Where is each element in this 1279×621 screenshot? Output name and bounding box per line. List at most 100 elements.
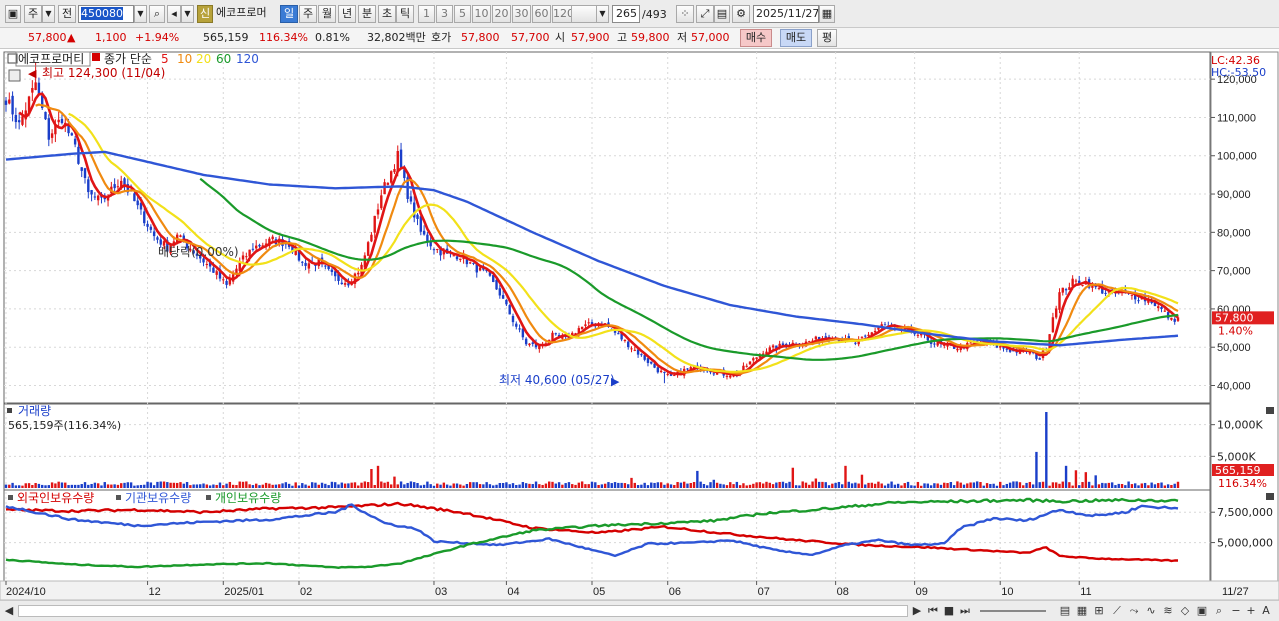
zoom-in-icon[interactable]: + — [1246, 604, 1256, 617]
volume-bar — [643, 482, 646, 488]
trend-tool-icon[interactable]: ⤳ — [1129, 604, 1139, 617]
interval-button-10[interactable]: 10 — [472, 5, 491, 23]
volume-bar — [44, 485, 47, 488]
line-tool-icon[interactable]: ⟋ — [1113, 604, 1121, 617]
camera-icon[interactable]: ▣ — [1196, 604, 1208, 617]
buy-button[interactable]: 매수 — [740, 29, 772, 47]
scroll-track[interactable] — [18, 605, 908, 617]
save-icon[interactable]: ▤ — [714, 5, 730, 23]
interval-button-5[interactable]: 5 — [454, 5, 471, 23]
volume-bar — [587, 484, 590, 488]
zoom-slider[interactable] — [980, 610, 1046, 612]
scroll-right-icon[interactable]: ▶ — [912, 604, 922, 617]
interval-dropdown-icon[interactable]: ▼ — [596, 5, 609, 23]
chart-settings-icon[interactable]: ▣ — [5, 5, 21, 23]
ma-period-10: 10 — [177, 52, 192, 66]
holding-line-0 — [5, 501, 1178, 563]
speaker-icon[interactable]: ◂ — [167, 5, 181, 23]
interval-button-3[interactable]: 3 — [436, 5, 453, 23]
candle-body — [1130, 294, 1134, 296]
volume-bar — [475, 482, 478, 488]
zoom-out-icon[interactable]: − — [1231, 604, 1241, 617]
credit-badge[interactable]: 신 — [197, 5, 213, 23]
volume-value: 565,159 — [203, 31, 249, 44]
draw-tool-icon[interactable]: ⤢ — [696, 5, 714, 23]
volume-bar — [883, 485, 887, 488]
sell-button[interactable]: 매도 — [780, 29, 812, 47]
volume-bar — [1160, 482, 1163, 488]
layout-icon[interactable]: ▤ — [1059, 604, 1071, 617]
period-tab-6[interactable]: 틱 — [396, 5, 414, 23]
volume-bar — [225, 483, 228, 488]
volume-bar — [765, 481, 768, 488]
grid-icon[interactable]: ▦ — [1076, 604, 1088, 617]
count-input[interactable]: 265 — [612, 5, 640, 23]
volume-bar — [903, 483, 906, 488]
volume-bar — [979, 482, 982, 488]
volume-bar — [248, 484, 251, 488]
wave-tool-icon[interactable]: ∿ — [1146, 604, 1156, 617]
candle-body — [1071, 278, 1074, 286]
volume-bar — [831, 483, 834, 488]
high-price: 59,800 — [631, 31, 670, 44]
candle-body — [152, 231, 156, 237]
period-tab-0[interactable]: 일 — [280, 5, 298, 23]
shape-tool-icon[interactable]: ◇ — [1180, 604, 1190, 617]
fib-tool-icon[interactable]: ≋ — [1163, 604, 1173, 617]
candle-body — [1064, 289, 1068, 291]
interval-button-20[interactable]: 20 — [492, 5, 511, 23]
candle-body — [580, 326, 584, 330]
candle-body — [1002, 347, 1005, 349]
scroll-left-icon[interactable]: ◀ — [4, 604, 14, 617]
speaker-dropdown-icon[interactable]: ▼ — [181, 5, 194, 23]
interval-button-1[interactable]: 1 — [418, 5, 435, 23]
period-tab-1[interactable]: 주 — [299, 5, 317, 23]
volume-bar — [4, 484, 8, 488]
period-dropdown-icon[interactable]: ▼ — [42, 5, 55, 23]
volume-bar — [630, 477, 633, 488]
interval-button-60[interactable]: 60 — [532, 5, 551, 23]
last-page-icon[interactable]: ⏭ — [960, 604, 970, 617]
code-dropdown-icon[interactable]: ▼ — [134, 5, 147, 23]
x-tick-label: 11 — [1080, 586, 1091, 598]
period-tab-2[interactable]: 월 — [318, 5, 336, 23]
trade-amount: 32,802백만 — [367, 31, 426, 44]
candle-body — [353, 273, 357, 284]
volume-bar — [896, 483, 900, 488]
zoom-icon[interactable]: ⁘ — [676, 5, 694, 23]
candle-body — [656, 367, 660, 373]
font-size-icon[interactable]: A — [1262, 604, 1270, 617]
first-page-icon[interactable]: ⏮ — [928, 604, 938, 617]
date-input[interactable]: 2025/11/27 — [753, 5, 819, 23]
candle-body — [936, 342, 939, 346]
candle-body — [136, 200, 139, 206]
tile-icon[interactable]: ⊞ — [1094, 604, 1104, 617]
gear-icon[interactable]: ⚙ — [732, 5, 750, 23]
jeon-button[interactable]: 전 — [58, 5, 76, 23]
volume-bar — [251, 485, 255, 488]
stop-icon[interactable]: ■ — [943, 604, 955, 617]
period-tab-5[interactable]: 초 — [378, 5, 396, 23]
volume-bar — [189, 485, 192, 488]
period-main-button[interactable]: 주 — [24, 5, 42, 23]
stock-chart[interactable]: 120,000 110,000 100,000 90,000 80,000 70,000 6… — [0, 50, 1279, 600]
volume-bar — [199, 484, 202, 488]
period-tab-3[interactable]: 년 — [338, 5, 356, 23]
x-tick-label: 08 — [837, 586, 849, 598]
volume-bar — [34, 483, 37, 488]
magnifier-icon[interactable]: ⌕ — [1215, 604, 1223, 617]
volume-bar — [696, 470, 699, 488]
interval-custom-field[interactable] — [571, 5, 597, 23]
search-icon[interactable]: ⌕ — [149, 5, 165, 23]
calendar-icon[interactable]: ▦ — [819, 5, 835, 23]
volume-bar — [1058, 483, 1061, 488]
volume-bar — [864, 484, 867, 488]
candle-body — [1147, 299, 1150, 303]
ma-label: 종가 단순 — [104, 52, 152, 66]
interval-button-30[interactable]: 30 — [512, 5, 531, 23]
eval-button[interactable]: 평 — [817, 29, 837, 47]
stock-code-input[interactable]: 450080 — [78, 5, 134, 23]
volume-bar — [1087, 481, 1091, 488]
period-tab-4[interactable]: 분 — [358, 5, 376, 23]
volume-bar — [116, 484, 120, 488]
